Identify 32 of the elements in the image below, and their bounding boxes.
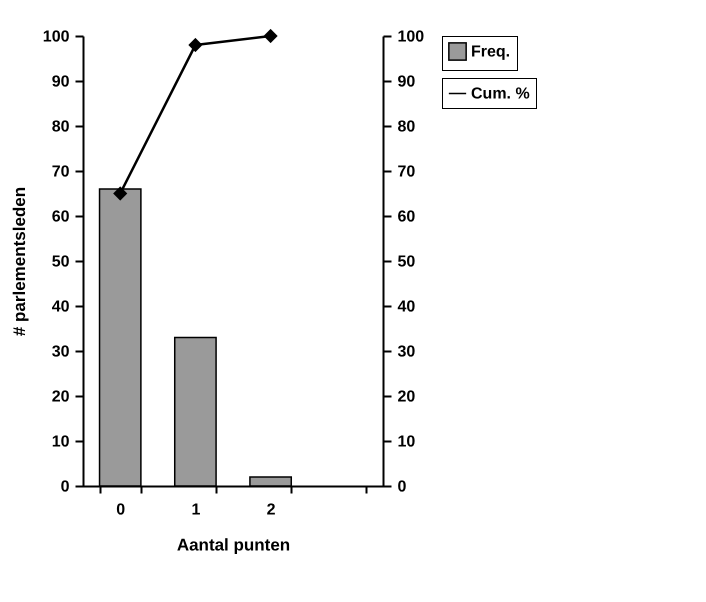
y-tick-label: 50 <box>52 254 70 270</box>
y2-tick-label: 30 <box>398 344 416 360</box>
y2-tick-label: 100 <box>398 28 424 46</box>
y2-tick-label: 40 <box>398 298 416 316</box>
legend-label: Freq. <box>471 44 510 60</box>
point <box>264 28 278 44</box>
y-tick-label: 20 <box>52 388 70 406</box>
x-tick-label: 0 <box>116 502 126 518</box>
y-tick-label: 100 <box>42 28 70 46</box>
y2-tick-label: 90 <box>398 74 416 90</box>
x-tick-label: 2 <box>266 502 276 518</box>
y-tick-label: 30 <box>52 344 70 360</box>
y2-tick-label: 0 <box>398 478 406 496</box>
y-tick-label: 80 <box>52 118 70 136</box>
y2-tick-label: 10 <box>398 434 416 450</box>
y-tick-label: 70 <box>52 164 70 180</box>
y-tick-label: 40 <box>52 298 70 316</box>
y2-tick-label: 80 <box>398 118 416 136</box>
y2-tick-label: 20 <box>398 388 416 406</box>
point <box>188 38 202 52</box>
point <box>113 186 128 201</box>
y2-tick-label: 70 <box>398 164 416 180</box>
y-tick-label: 10 <box>52 434 70 450</box>
x-axis-title: Aantal punten <box>176 536 290 554</box>
y-tick-label: 90 <box>52 74 70 90</box>
y-axis-title: # parlementsleden <box>10 186 29 336</box>
legend-label: Cum. % <box>471 86 530 102</box>
y-tick-label: 0 <box>60 478 70 496</box>
y2-tick-label: 60 <box>398 208 416 226</box>
y2-tick-label: 50 <box>398 254 416 270</box>
y-tick-label: 60 <box>52 208 70 226</box>
x-tick-label: 1 <box>191 502 200 518</box>
